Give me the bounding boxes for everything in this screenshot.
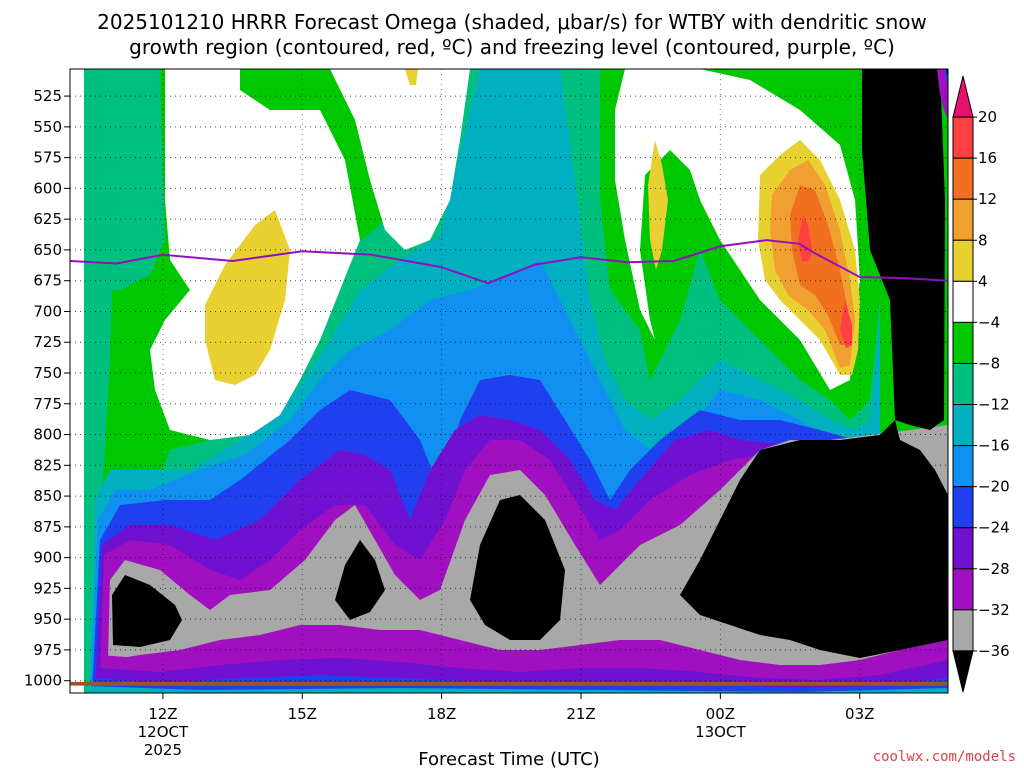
y-tick-label: 900 <box>33 549 62 567</box>
colorbar-segment <box>952 609 974 652</box>
omega-core-1 <box>112 575 182 647</box>
plot-frame <box>69 68 949 694</box>
colorbar-label: −24 <box>978 519 1010 537</box>
credit-text: coolwx.com/models <box>873 749 1016 765</box>
omega-core-2 <box>335 540 385 620</box>
y-tick-label: 525 <box>33 87 62 105</box>
colorbar-label: 16 <box>978 149 997 167</box>
y-tick-label: 625 <box>33 210 62 228</box>
colorbar-label: −16 <box>978 437 1010 455</box>
plot-area <box>70 69 948 693</box>
omega-region-right-edge-magenta <box>937 69 948 120</box>
y-tick-label: 925 <box>33 579 62 597</box>
colorbar-segment <box>952 239 974 282</box>
y-tick-label: 700 <box>33 302 62 320</box>
colorbar-label: 20 <box>978 108 997 126</box>
colorbar-label: −12 <box>978 396 1010 414</box>
y-tick-label: 650 <box>33 241 62 259</box>
colorbar-segment <box>952 568 974 611</box>
y-tick-label: 950 <box>33 610 62 628</box>
omega-shading <box>84 69 948 693</box>
colorbar-segment <box>952 486 974 529</box>
y-tick-label: 825 <box>33 456 62 474</box>
x-tick-year: 2025 <box>144 741 182 759</box>
colorbar-label: 8 <box>978 231 988 249</box>
omega-region-yellow-mid <box>648 140 668 270</box>
x-tick-date: 12OCT <box>138 723 189 741</box>
colorbar-label: 4 <box>978 272 988 290</box>
x-tick-label: 18Z <box>427 705 456 723</box>
x-tick-label: 15Z <box>288 705 317 723</box>
y-tick-label: 675 <box>33 272 62 290</box>
colorbar: 20 16 12 8 4 −4 −8 −12 −16 −20 −24 −28 −32 −36 <box>952 75 1010 693</box>
colorbar-segment <box>952 116 974 159</box>
y-tick-label: 1000 <box>24 672 62 690</box>
colorbar-label: −36 <box>978 642 1010 660</box>
omega-region-yellow-left <box>205 210 290 385</box>
omega-core-3 <box>470 495 565 640</box>
omega-core-4 <box>680 420 948 658</box>
colorbar-label: −8 <box>978 354 1000 372</box>
colorbar-segment <box>952 650 974 693</box>
x-tick-date: 13OCT <box>695 723 746 741</box>
y-tick-label: 725 <box>33 333 62 351</box>
omega-region-left-teal <box>84 69 112 693</box>
y-tick-label: 550 <box>33 118 62 136</box>
colorbar-segment <box>952 75 974 118</box>
x-tick-label: 03Z <box>845 705 874 723</box>
y-tick-label: 875 <box>33 518 62 536</box>
colorbar-segment <box>952 445 974 488</box>
colorbar-segment <box>952 404 974 447</box>
x-tick-label: 21Z <box>566 705 595 723</box>
y-tick-label: 850 <box>33 487 62 505</box>
y-tick-label: 775 <box>33 395 62 413</box>
chart-title-line2: growth region (contoured, red, ºC) and f… <box>129 35 895 59</box>
omega-region-yellow-top <box>405 69 418 85</box>
colorbar-segment <box>952 198 974 241</box>
colorbar-segment <box>952 157 974 200</box>
omega-region-red-2 <box>840 300 852 348</box>
y-tick-label: 975 <box>33 641 62 659</box>
colorbar-segment <box>952 362 974 406</box>
y-tick-label: 750 <box>33 364 62 382</box>
omega-region-white-mid <box>330 69 470 250</box>
colorbar-label: −4 <box>978 313 1000 331</box>
omega-core-upper-right <box>862 69 945 430</box>
x-tick-label: 00Z <box>706 705 735 723</box>
y-tick-label: 800 <box>33 426 62 444</box>
y-tick-label: 600 <box>33 179 62 197</box>
omega-region-right-edge-blue <box>944 69 948 90</box>
colorbar-label: −32 <box>978 601 1010 619</box>
colorbar-label: −20 <box>978 478 1010 496</box>
freezing-level-line <box>70 239 948 285</box>
y-axis: 525 550 575 600 625 650 675 700 725 750 775 800 825 8… <box>24 87 70 690</box>
grid-lines <box>70 69 948 693</box>
colorbar-segment <box>952 321 974 364</box>
colorbar-label: 12 <box>978 190 997 208</box>
x-tick-label: 12Z <box>148 705 177 723</box>
x-axis-label: Forecast Time (UTC) <box>418 749 599 768</box>
omega-region-left-teal-2 <box>108 69 165 290</box>
surface-band <box>70 681 948 686</box>
chart-title-line1: 2025101210 HRRR Forecast Omega (shaded, … <box>97 10 927 34</box>
colorbar-label: −28 <box>978 560 1010 578</box>
y-tick-label: 575 <box>33 149 62 167</box>
colorbar-segment <box>952 527 974 570</box>
colorbar-segment <box>952 280 974 323</box>
omega-region-near-surface-cyan <box>88 686 948 693</box>
